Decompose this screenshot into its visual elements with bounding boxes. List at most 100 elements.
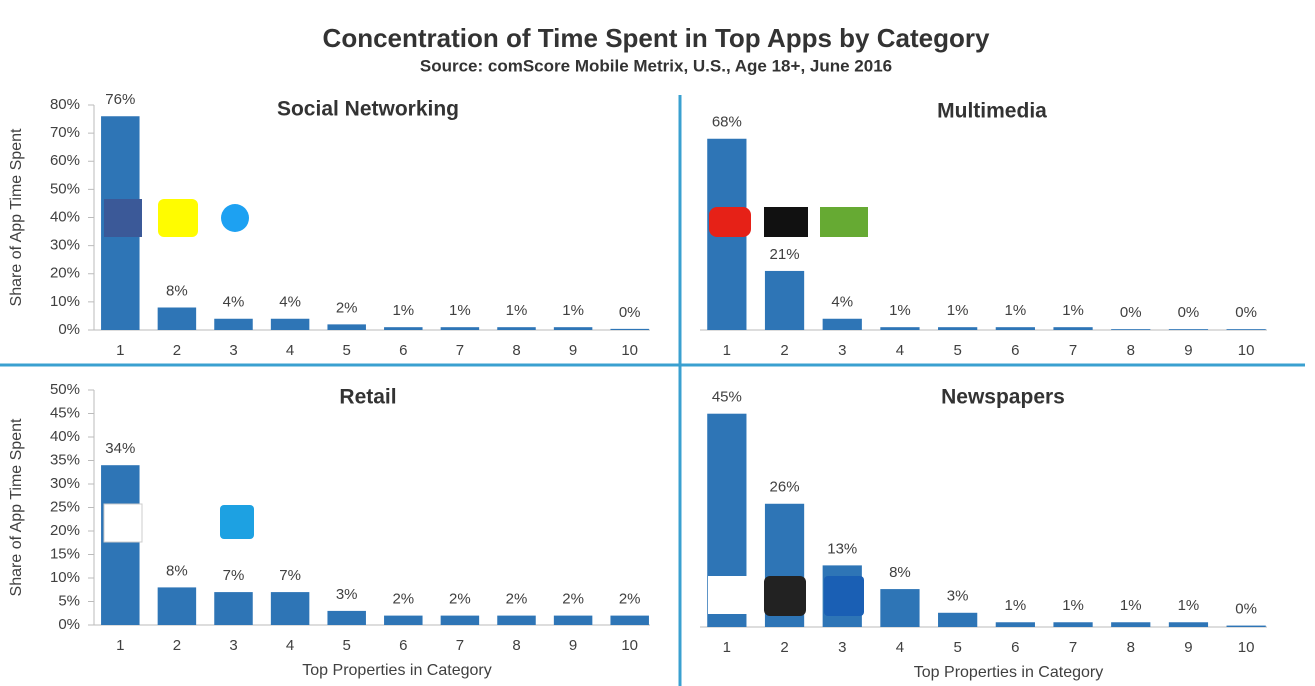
x-tick-label: 4 [896,639,904,656]
x-tick-label: 3 [838,342,846,359]
bar [270,318,310,330]
bar [1226,329,1266,330]
value-label: 45% [712,389,742,406]
app-icons [103,199,868,616]
y-tick-label: 45% [50,404,80,421]
panel-title: Newspapers [941,386,1065,409]
icon [820,207,868,237]
value-label: 3% [947,588,969,605]
bar [610,328,649,330]
value-label: 0% [619,304,641,321]
y-axis-label: Share of App Time Spent [8,418,25,596]
x-tick-label: 2 [780,342,788,359]
x-tick-label: 8 [512,342,520,359]
y-tick-label: 0% [58,616,80,633]
icon [764,576,806,616]
x-tick-label: 1 [723,639,731,656]
y-tick-label: 30% [50,237,80,254]
x-tick-label: 9 [569,637,577,654]
value-label: 7% [279,567,301,584]
value-label: 13% [827,540,857,557]
bar [214,318,253,330]
value-label: 2% [392,591,414,608]
x-tick-label: 7 [456,342,464,359]
bar [327,324,366,330]
x-tick-label: 5 [953,342,961,359]
bar [157,307,197,330]
value-label: 68% [712,114,742,131]
panel-title: Multimedia [937,100,1047,123]
y-tick-label: 40% [50,208,80,225]
bar [1053,622,1093,627]
panel-title: Social Networking [277,98,459,121]
value-label: 4% [279,294,301,311]
value-label: 1% [449,302,471,319]
bar [440,327,480,330]
x-tick-label: 8 [512,637,520,654]
bar [101,465,140,625]
x-tick-label: 9 [1184,342,1192,359]
value-label: 7% [223,567,245,584]
icon [220,505,254,539]
y-tick-label: 50% [50,381,80,398]
value-label: 4% [831,294,853,311]
value-label: 8% [166,282,188,299]
value-label: 21% [770,246,800,263]
y-tick-label: 15% [50,545,80,562]
icon [708,576,748,614]
bar [157,587,197,625]
x-tick-label: 10 [621,342,638,359]
x-tick-label: 5 [343,637,351,654]
x-tick-label: 6 [1011,342,1019,359]
bar [497,615,536,625]
y-tick-label: 70% [50,124,80,141]
bar [384,327,423,330]
x-tick-label: 2 [173,637,181,654]
value-label: 1% [1120,597,1142,614]
value-label: 3% [336,586,358,603]
bar [214,592,253,625]
x-tick-label: 7 [456,637,464,654]
icon [103,503,143,543]
value-label: 1% [1005,597,1027,614]
icon [764,207,808,237]
y-tick-label: 35% [50,451,80,468]
y-tick-label: 30% [50,475,80,492]
bar [270,592,310,625]
x-tick-label: 2 [780,639,788,656]
y-tick-label: 10% [50,293,80,310]
y-tick-label: 50% [50,180,80,197]
value-label: 2% [562,591,584,608]
x-tick-label: 6 [399,342,407,359]
x-tick-label: 6 [1011,639,1019,656]
x-tick-label: 7 [1069,639,1077,656]
bar [880,327,920,330]
x-tick-label: 9 [1184,639,1192,656]
x-tick-label: 4 [286,342,294,359]
x-tick-label: 8 [1127,639,1135,656]
value-label: 1% [1178,597,1200,614]
value-label: 2% [336,299,358,316]
value-label: 34% [105,440,135,457]
y-axis-label: Share of App Time Spent [8,128,25,306]
value-label: 1% [1062,597,1084,614]
bar [995,327,1035,330]
x-tick-label: 1 [116,342,124,359]
x-tick-label: 10 [621,637,638,654]
x-tick-label: 10 [1238,342,1255,359]
bar [553,615,593,625]
value-label: 26% [770,479,800,496]
value-label: 8% [889,564,911,581]
icon [709,207,751,237]
bar [938,612,978,627]
bar [995,622,1035,627]
bar [1111,329,1151,330]
value-label: 4% [223,294,245,311]
value-label: 1% [562,302,584,319]
bar [822,318,862,330]
icon [158,199,198,237]
bar [497,327,536,330]
x-axis-label: Top Properties in Category [302,662,491,679]
x-tick-label: 3 [229,342,237,359]
